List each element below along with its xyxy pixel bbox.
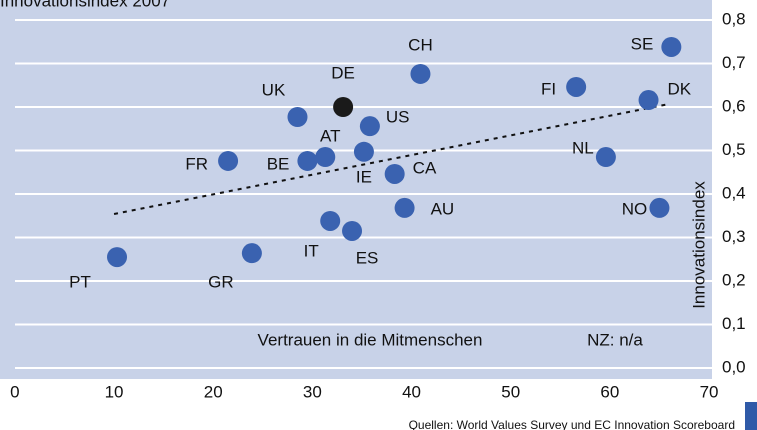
y-tick-label: 0,6: [722, 96, 746, 115]
point: [410, 63, 431, 84]
point: [595, 147, 616, 168]
y-axis-label: Innovationsindex: [689, 181, 708, 309]
point: [315, 147, 336, 168]
point: [566, 76, 587, 97]
x-tick-label: 30: [303, 382, 322, 401]
point-label: BE: [267, 154, 290, 173]
point-label: CH: [408, 35, 433, 54]
point-label: UK: [262, 80, 286, 99]
point: [333, 97, 354, 117]
y-tick-label: 0,2: [722, 270, 746, 289]
point-label: DK: [668, 80, 692, 99]
point-label: FR: [185, 154, 208, 173]
point-label: ES: [356, 248, 379, 267]
point-label: IT: [304, 241, 319, 260]
point: [384, 163, 405, 184]
logo-mark: [745, 402, 757, 430]
plot-background: [0, 0, 712, 379]
annotation: Vertrauen in die Mitmenschen: [258, 330, 483, 349]
y-tick-label: 0,7: [722, 53, 746, 72]
x-tick-label: 60: [600, 382, 619, 401]
point-label: PT: [69, 273, 91, 292]
point: [394, 197, 415, 218]
point-label: GR: [208, 273, 234, 292]
point-label: CA: [413, 158, 437, 177]
x-tick-label: 40: [402, 382, 421, 401]
y-tick-label: 0,4: [722, 183, 746, 202]
chart-title: Innovationsindex 2007: [0, 0, 170, 10]
x-tick-label: 0: [10, 382, 19, 401]
point-label: US: [386, 108, 410, 127]
x-tick-label: 70: [700, 382, 719, 401]
point: [353, 141, 374, 162]
point: [297, 150, 318, 171]
x-tick-label: 50: [501, 382, 520, 401]
point: [649, 197, 670, 218]
point-label: NO: [622, 199, 648, 218]
point-label: DE: [331, 63, 355, 82]
point: [342, 220, 363, 241]
point-label: IE: [356, 167, 372, 186]
point-label: AT: [320, 127, 340, 146]
x-tick-label: 10: [105, 382, 124, 401]
y-tick-label: 0,1: [722, 314, 746, 333]
x-tick-label: 20: [204, 382, 223, 401]
point: [287, 107, 308, 128]
point: [359, 116, 380, 137]
y-tick-label: 0,0: [722, 357, 746, 376]
point-label: NL: [572, 139, 594, 158]
y-tick-label: 0,5: [722, 140, 746, 159]
point: [218, 150, 239, 171]
trendline: [113, 102, 670, 215]
source: Quellen: World Values Survey und EC Inno…: [409, 418, 735, 430]
point-label: AU: [431, 199, 455, 218]
point: [320, 210, 341, 231]
point: [107, 247, 128, 268]
y-tick-label: 0,3: [722, 227, 746, 246]
y-tick-label: 0,8: [722, 9, 746, 28]
point: [661, 36, 682, 57]
point: [241, 243, 262, 264]
point: [638, 90, 659, 111]
point-label: SE: [631, 34, 654, 53]
point-label: FI: [541, 79, 556, 98]
annotation: NZ: n/a: [587, 330, 643, 349]
